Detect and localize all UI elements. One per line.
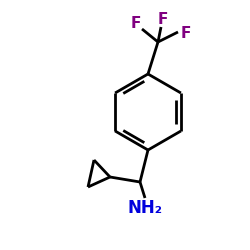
Text: F: F [131, 16, 141, 32]
Text: F: F [158, 12, 168, 28]
Text: F: F [181, 26, 191, 42]
Text: NH₂: NH₂ [128, 199, 162, 217]
